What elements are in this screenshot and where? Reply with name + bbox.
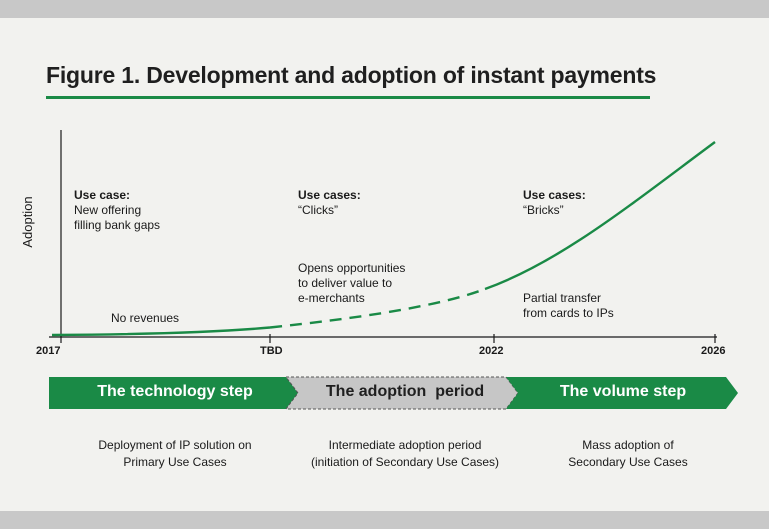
description-line: Deployment of IP solution on [98, 438, 252, 452]
annotation-line: e-merchants [298, 291, 365, 305]
volume-step-description: Mass adoption of Secondary Use Cases [493, 437, 763, 471]
volume-step-arrow [506, 377, 738, 409]
technology-step-description: Deployment of IP solution on Primary Use… [40, 437, 310, 471]
annotation-line: filling bank gaps [74, 218, 161, 232]
description-line: Primary Use Cases [123, 455, 227, 469]
x-tick-label-2017: 2017 [36, 345, 61, 357]
description-line: Mass adoption of [582, 438, 674, 452]
annotation-use-case-2: Use cases: “Clicks” [298, 188, 361, 218]
x-tick-label-2026: 2026 [701, 345, 726, 357]
adoption-curve-late [484, 141, 716, 291]
annotation-heading: Use cases: [523, 188, 586, 202]
annotation-line: New offering [74, 203, 142, 217]
annotation-line: “Bricks” [523, 203, 564, 217]
top-band [0, 0, 769, 18]
volume-step-label: The volume step [559, 383, 687, 400]
annotation-line: “Clicks” [298, 203, 338, 217]
description-line: Intermediate adoption period [328, 438, 482, 452]
annotation-use-case-1: Use case: New offering filling bank gaps [74, 188, 160, 233]
bottom-band [0, 511, 769, 529]
description-line: (initiation of Secondary Use Cases) [310, 455, 500, 469]
adoption-curve-early [51, 326, 271, 337]
annotation-line: Partial transfer [523, 291, 602, 305]
adoption-period-label: The adoption period [325, 383, 485, 400]
annotation-partial-transfer: Partial transfer from cards to IPs [523, 291, 614, 321]
title-underline [46, 96, 650, 99]
annotation-line: Opens opportunities [298, 261, 406, 275]
adoption-curve-dashed [269, 287, 486, 329]
annotation-use-case-3: Use cases: “Bricks” [523, 188, 586, 218]
adoption-period-description: Intermediate adoption period (initiation… [270, 437, 540, 471]
annotation-line: to deliver value to [298, 276, 393, 290]
annotation-no-revenues: No revenues [111, 311, 180, 325]
description-line: Secondary Use Cases [568, 455, 688, 469]
technology-step-label: The technology step [97, 383, 253, 400]
annotation-heading: Use cases: [298, 188, 361, 202]
figure-title: Figure 1. Development and adoption of in… [46, 62, 657, 88]
x-tick-label-2022: 2022 [479, 345, 504, 357]
technology-step-arrow [49, 377, 298, 409]
annotation-opens-opportunities: Opens opportunities to deliver value to … [298, 261, 405, 306]
annotation-line: from cards to IPs [523, 306, 614, 320]
x-tick-label-tbd: TBD [260, 345, 283, 357]
annotation-heading: Use case: [74, 188, 131, 202]
